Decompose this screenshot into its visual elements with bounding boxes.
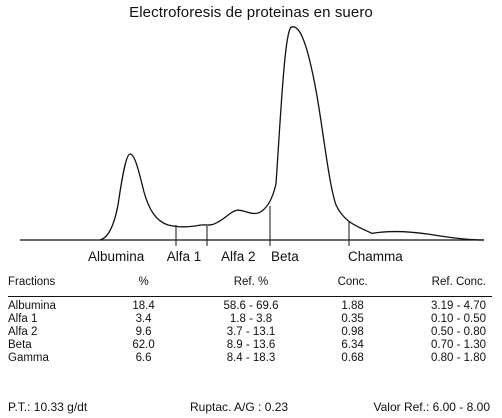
fraction-label-albumina: Albumina <box>88 249 145 264</box>
cell-ref-percent: 8.4 - 18.3 <box>226 352 276 364</box>
ag-ratio: Ruptac. A/G : 0.23 <box>190 400 289 414</box>
cell-ref-percent: 58.6 - 69.6 <box>223 300 279 312</box>
total-protein: P.T.: 10.33 g/dt <box>8 400 88 414</box>
cell-conc: 6.34 <box>341 339 364 351</box>
footer: P.T.: 10.33 g/dt Ruptac. A/G : 0.23 Valo… <box>0 400 502 416</box>
cell-conc: 0.98 <box>341 326 364 338</box>
cell-fraction: Alfa 1 <box>8 313 38 325</box>
cell-percent: 3.4 <box>135 313 152 325</box>
header-conc: Conc. <box>337 276 368 288</box>
protein-curve <box>99 26 485 241</box>
table-row: Gamma 6.6 8.4 - 18.3 0.68 0.80 - 1.80 <box>8 352 492 365</box>
cell-conc: 0.35 <box>341 313 364 325</box>
cell-ref-conc: 0.80 - 1.80 <box>431 352 486 364</box>
cell-conc: 0.68 <box>341 352 364 364</box>
table-row: Albumina 18.4 58.6 - 69.6 1.88 3.19 - 4.… <box>8 297 492 314</box>
fraction-label-beta: Beta <box>271 249 299 264</box>
fraction-label-chamma: Chamma <box>348 249 403 264</box>
cell-ref-conc: 0.10 - 0.50 <box>431 313 486 325</box>
cell-ref-conc: 0.50 - 0.80 <box>431 326 486 338</box>
header-percent: % <box>138 276 149 288</box>
table-row: Beta 62.0 8.9 - 13.6 6.34 0.70 - 1.30 <box>8 339 492 352</box>
fraction-label-alfa-2: Alfa 2 <box>221 249 256 264</box>
chart-title: Electroforesis de proteinas en suero <box>129 4 373 21</box>
cell-percent: 18.4 <box>132 300 155 312</box>
header-ref-conc: Ref. Conc. <box>431 276 486 288</box>
cell-fraction: Albumina <box>8 300 56 312</box>
cell-percent: 6.6 <box>135 352 152 364</box>
cell-ref-conc: 0.70 - 1.30 <box>431 339 486 351</box>
cell-ref-percent: 8.9 - 13.6 <box>226 339 276 351</box>
cell-fraction: Beta <box>8 339 32 351</box>
reference-value: Valor Ref.: 6.00 - 8.00 <box>373 400 490 414</box>
table-header-row: Fractions % Ref. % Conc. Ref. Conc. <box>8 274 492 297</box>
electrophoresis-chart: Albumina Alfa 1 Alfa 2 Beta Chamma <box>20 26 485 264</box>
cell-conc: 1.88 <box>341 300 364 312</box>
cell-percent: 9.6 <box>135 326 152 338</box>
cell-fraction: Gamma <box>8 352 49 364</box>
header-fractions: Fractions <box>8 276 56 288</box>
cell-percent: 62.0 <box>132 339 155 351</box>
cell-ref-percent: 3.7 - 13.1 <box>226 326 276 338</box>
cell-ref-conc: 3.19 - 4.70 <box>431 300 486 312</box>
table-row: Alfa 1 3.4 1.8 - 3.8 0.35 0.10 - 0.50 <box>8 313 492 326</box>
table-row: Alfa 2 9.6 3.7 - 13.1 0.98 0.50 - 0.80 <box>8 326 492 339</box>
cell-fraction: Alfa 2 <box>8 326 38 338</box>
fractions-table: Fractions % Ref. % Conc. Ref. Conc. Albu… <box>8 274 492 365</box>
cell-ref-percent: 1.8 - 3.8 <box>229 313 273 325</box>
fraction-label-alfa-1: Alfa 1 <box>167 249 202 264</box>
header-ref-percent: Ref. % <box>233 276 269 288</box>
